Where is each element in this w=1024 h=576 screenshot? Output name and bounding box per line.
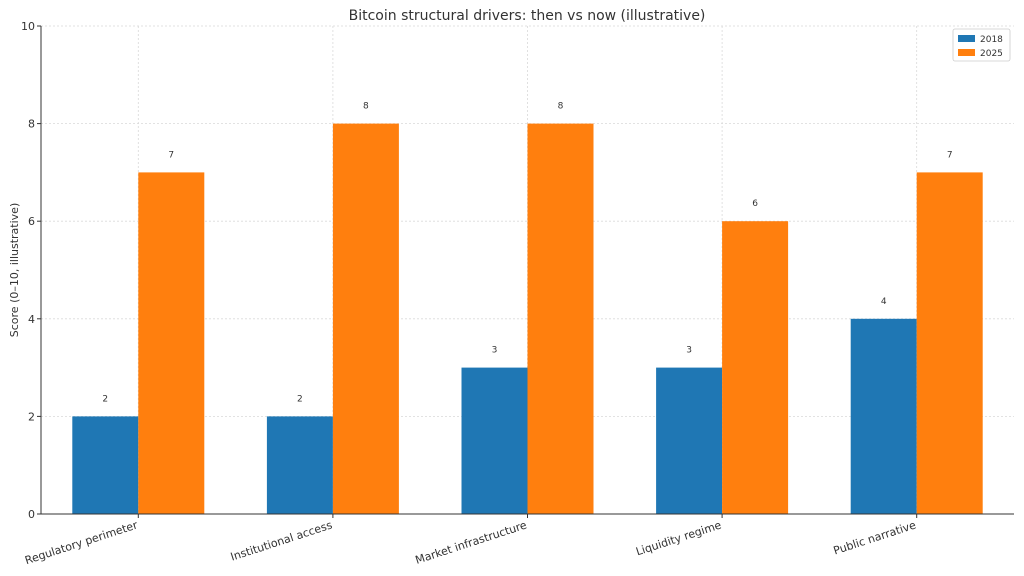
data-label: 6 (752, 199, 758, 209)
x-tick-label: Liquidity regime (634, 518, 723, 558)
bars (72, 123, 983, 514)
data-label: 4 (881, 297, 887, 307)
x-ticks: Regulatory perimeter Institutional access… (23, 514, 918, 567)
legend-label: 2018 (980, 35, 1003, 45)
bar-2018-3 (656, 367, 723, 514)
y-tick-label: 0 (28, 508, 35, 521)
data-label: 8 (363, 102, 369, 112)
bar-2025-0 (138, 172, 205, 514)
legend-swatch (958, 35, 975, 42)
y-ticks: 0 2 4 6 8 10 (21, 20, 41, 521)
data-label: 7 (947, 150, 953, 160)
bar-2018-0 (72, 416, 139, 514)
x-tick-label: Public narrative (832, 518, 918, 557)
bar-2018-2 (461, 367, 528, 514)
legend: 2018 2025 (952, 28, 1011, 62)
data-label: 8 (558, 102, 564, 112)
y-axis-label: Score (0–10, illustrative) (8, 203, 21, 337)
bar-2025-2 (527, 123, 594, 514)
data-label: 7 (168, 150, 174, 160)
chart-title: Bitcoin structural drivers: then vs now … (349, 8, 706, 24)
x-tick-label: Institutional access (229, 518, 334, 563)
data-label: 2 (297, 394, 303, 404)
y-tick-label: 4 (28, 313, 35, 326)
x-tick-label: Regulatory perimeter (23, 518, 139, 567)
bar-2018-4 (850, 318, 917, 514)
y-tick-label: 8 (28, 118, 35, 131)
bar-2025-1 (332, 123, 399, 514)
data-label: 2 (102, 394, 108, 404)
y-tick-label: 6 (28, 215, 35, 228)
bar-2025-4 (916, 172, 983, 514)
bar-2018-1 (266, 416, 333, 514)
legend-swatch (958, 49, 975, 56)
data-labels: 2 2 3 3 4 7 8 8 6 7 (102, 102, 952, 405)
data-label: 3 (492, 346, 498, 356)
y-tick-label: 10 (21, 20, 35, 33)
y-tick-label: 2 (28, 410, 35, 423)
legend-label: 2025 (980, 49, 1003, 59)
data-label: 3 (686, 346, 692, 356)
x-tick-label: Market infrastructure (414, 518, 529, 566)
bar-2025-3 (722, 221, 789, 514)
